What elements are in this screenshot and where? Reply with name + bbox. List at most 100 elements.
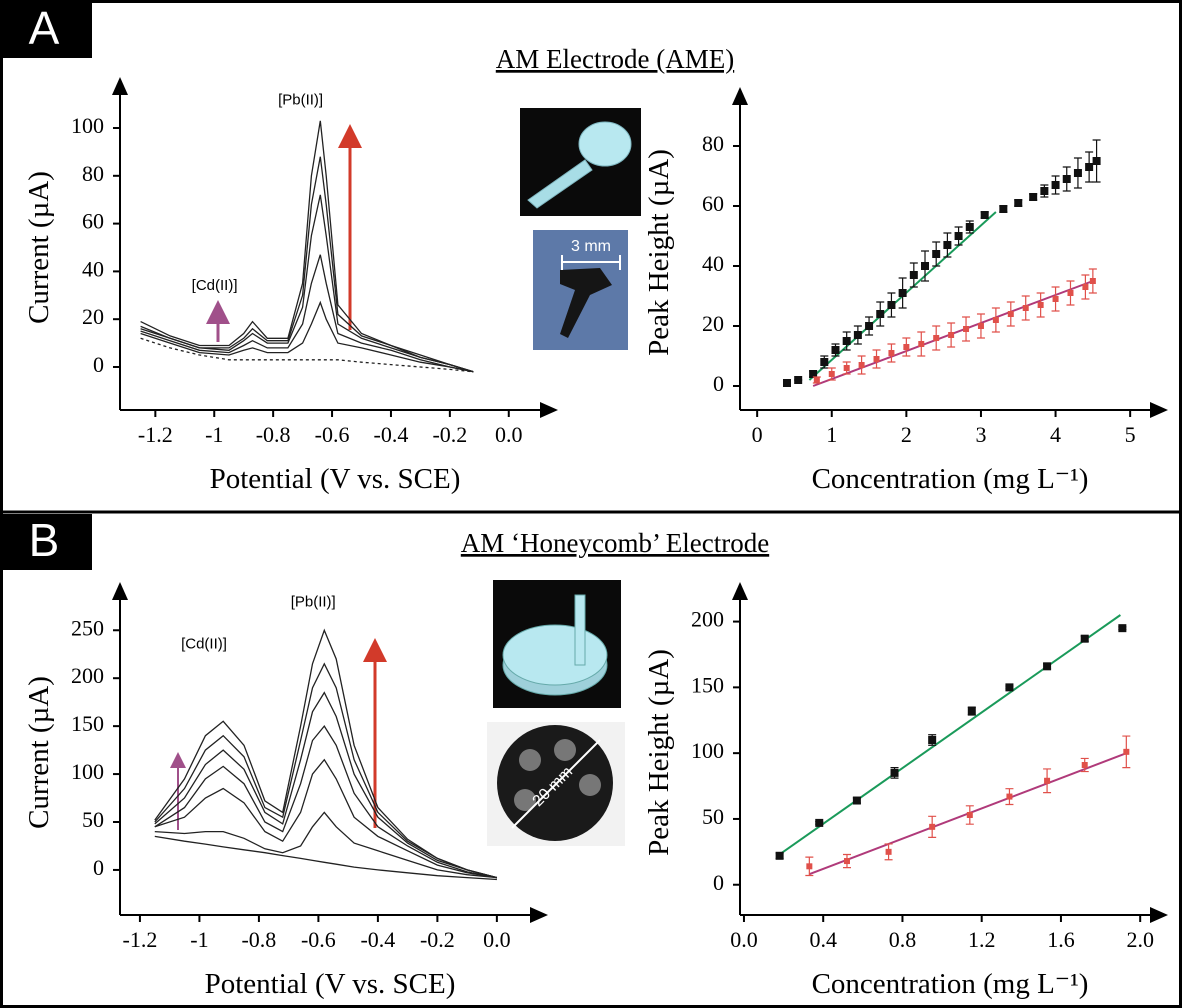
data-point — [815, 818, 824, 827]
x-axis-title: Concentration (mg L⁻¹) — [812, 968, 1089, 1000]
curve — [154, 835, 497, 881]
data-point — [948, 332, 955, 338]
x-tick-label: -0.8 — [241, 927, 276, 952]
data-point — [794, 376, 803, 384]
data-point — [1118, 624, 1127, 633]
data-point — [858, 362, 865, 368]
data-point — [898, 289, 907, 297]
curve — [140, 194, 474, 373]
x-tick-label: 3 — [975, 422, 986, 447]
data-point — [1082, 284, 1089, 290]
data-point — [999, 205, 1008, 213]
panel-label: B — [29, 514, 60, 566]
data-point — [885, 848, 892, 855]
peak-label: [Cd(II)] — [192, 277, 238, 294]
curve — [140, 300, 474, 373]
y-tick-label: 150 — [691, 672, 724, 697]
curve — [154, 758, 498, 879]
peak-label: [Pb(II)] — [278, 92, 323, 109]
x-tick-label: 0.0 — [495, 422, 523, 447]
data-point — [782, 379, 791, 387]
y-tick-label: 80 — [702, 131, 724, 156]
data-point — [932, 250, 941, 258]
photo-electrode: 20 mm — [487, 722, 625, 846]
data-point — [918, 341, 925, 347]
data-point — [1051, 181, 1060, 189]
x-tick-label: -0.6 — [315, 422, 350, 447]
data-point — [890, 768, 899, 777]
x-tick-label: -0.2 — [420, 927, 455, 952]
x-tick-label: -0.8 — [256, 422, 291, 447]
panel-title: AM Electrode (AME) — [496, 44, 734, 74]
x-tick-label: 0.0 — [483, 927, 511, 952]
y-tick-label: 200 — [71, 663, 104, 688]
panel-label-box — [0, 0, 92, 58]
data-point — [809, 370, 818, 378]
data-point — [977, 323, 984, 329]
data-point — [1073, 169, 1082, 177]
data-point — [1052, 296, 1059, 302]
y-tick-label: 40 — [702, 251, 724, 276]
curve — [154, 691, 498, 879]
data-point — [813, 377, 820, 383]
y-axis-title: Current (µA) — [23, 676, 55, 829]
data-point — [1029, 193, 1038, 201]
x-tick-label: -0.2 — [432, 422, 467, 447]
peak-label: [Cd(II)] — [181, 636, 227, 653]
x-tick-label: -1 — [205, 422, 223, 447]
data-point — [887, 301, 896, 309]
x-tick-label: 0.4 — [809, 927, 837, 952]
y-tick-label: 80 — [82, 161, 104, 186]
data-point — [1040, 187, 1049, 195]
data-point — [1007, 311, 1014, 317]
data-point — [852, 796, 861, 805]
data-point — [775, 851, 784, 860]
data-point — [980, 211, 989, 219]
data-point — [966, 812, 973, 818]
x-tick-label: 1 — [826, 422, 837, 447]
x-tick-label: 1.2 — [968, 927, 996, 952]
x-tick-label: -0.4 — [374, 422, 409, 447]
data-point — [1081, 762, 1088, 768]
curve — [154, 724, 498, 879]
y-tick-label: 20 — [82, 304, 104, 329]
data-point — [873, 356, 880, 362]
x-tick-label: 2 — [901, 422, 912, 447]
panel-title: AM ‘Honeycomb’ Electrode — [461, 528, 769, 558]
data-point — [1006, 793, 1013, 800]
x-tick-label: 2.0 — [1126, 927, 1154, 952]
data-point — [1044, 777, 1051, 784]
data-point — [954, 232, 963, 240]
data-point — [1062, 175, 1071, 183]
data-point — [921, 262, 930, 270]
panel-label: A — [29, 2, 60, 54]
photo-electrode: 3 mm — [533, 230, 628, 350]
x-tick-label: -0.4 — [360, 927, 395, 952]
x-tick-label: -1 — [190, 927, 208, 952]
data-point — [876, 310, 885, 318]
y-tick-label: 250 — [71, 615, 104, 640]
peak-label: [Pb(II)] — [291, 593, 336, 610]
data-point — [865, 322, 874, 330]
data-point — [1123, 748, 1130, 755]
x-axis-title: Concentration (mg L⁻¹) — [812, 463, 1089, 495]
x-tick-label: -1.2 — [138, 422, 173, 447]
data-point — [888, 350, 895, 356]
data-point — [831, 346, 840, 354]
y-tick-label: 60 — [702, 191, 724, 216]
data-point — [929, 823, 936, 830]
x-tick-label: -1.2 — [123, 927, 158, 952]
x-tick-label: 5 — [1125, 422, 1136, 447]
data-point — [1092, 157, 1101, 165]
data-point — [909, 271, 918, 279]
photo-model — [520, 108, 641, 216]
photo-model — [493, 580, 621, 708]
y-tick-label: 20 — [702, 311, 724, 336]
x-tick-label: 0.8 — [889, 927, 917, 952]
y-tick-label: 50 — [702, 804, 724, 829]
y-tick-label: 0 — [713, 371, 724, 396]
curve — [154, 811, 497, 879]
data-point — [1080, 634, 1089, 643]
